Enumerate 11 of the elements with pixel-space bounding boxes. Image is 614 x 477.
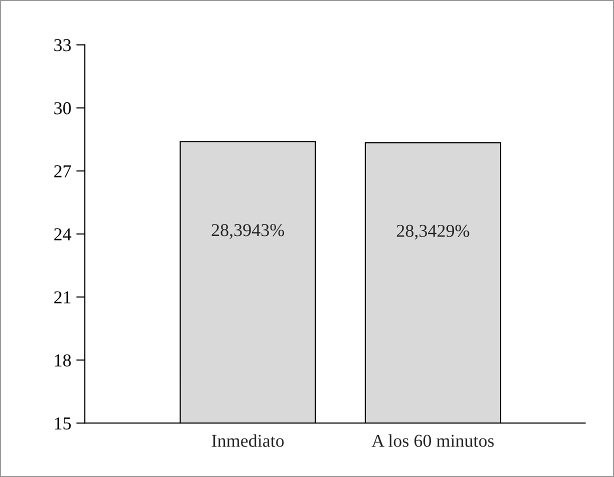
y-tick-label: 24: [54, 228, 72, 240]
y-tick-label: 33: [54, 39, 71, 52]
data-label: 28,3429%: [396, 224, 470, 240]
y-tick-label: 21: [54, 291, 70, 304]
x-tick-label: A los 60 minutos: [372, 434, 494, 447]
y-tick-label: 15: [55, 417, 71, 430]
x-tick-label: Inmediato: [212, 434, 284, 447]
y-tick-label: 30: [54, 102, 71, 114]
data-label: 28,3943%: [212, 224, 284, 239]
y-tick-label: 27: [54, 165, 72, 178]
y-tick-label: 18: [55, 354, 71, 366]
